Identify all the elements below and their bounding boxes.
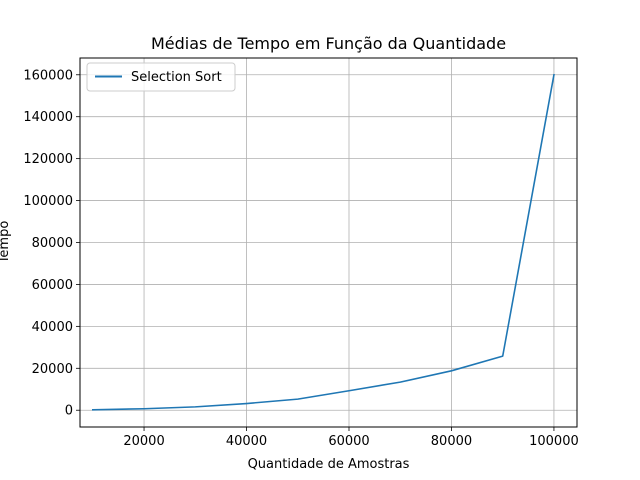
- x-tick-label: 60000: [328, 434, 369, 449]
- legend-box: [86, 62, 236, 92]
- legend: Selection Sort: [86, 62, 236, 92]
- series-layer: [91, 73, 555, 411]
- y-tick-label: 40000: [32, 320, 73, 335]
- y-tick-label: 140000: [23, 110, 73, 125]
- y-tick-label: 120000: [23, 152, 73, 167]
- grid: [80, 58, 577, 427]
- ticks: 20000 40000 60000 80000 100000 0 20000 40000 600…: [23, 68, 578, 449]
- x-tick-label: 20000: [123, 434, 164, 449]
- legend-label-selection-sort: Selection Sort: [131, 70, 222, 85]
- y-tick-label: 20000: [32, 362, 73, 377]
- y-axis-title: Tempo: [0, 221, 12, 265]
- x-tick-label: 40000: [226, 434, 267, 449]
- chart-title: Médias de Tempo em Função da Quantidade: [151, 34, 506, 53]
- x-tick-label: 100000: [529, 434, 579, 449]
- y-tick-label: 0: [65, 404, 73, 419]
- series-line-0: [91, 73, 555, 411]
- y-tick-label: 100000: [23, 194, 73, 209]
- x-axis-title: Quantidade de Amostras: [248, 457, 410, 472]
- y-tick-label: 160000: [23, 68, 73, 83]
- y-tick-label: 80000: [32, 236, 73, 251]
- x-tick-label: 80000: [431, 434, 472, 449]
- y-tick-label: 60000: [32, 278, 73, 293]
